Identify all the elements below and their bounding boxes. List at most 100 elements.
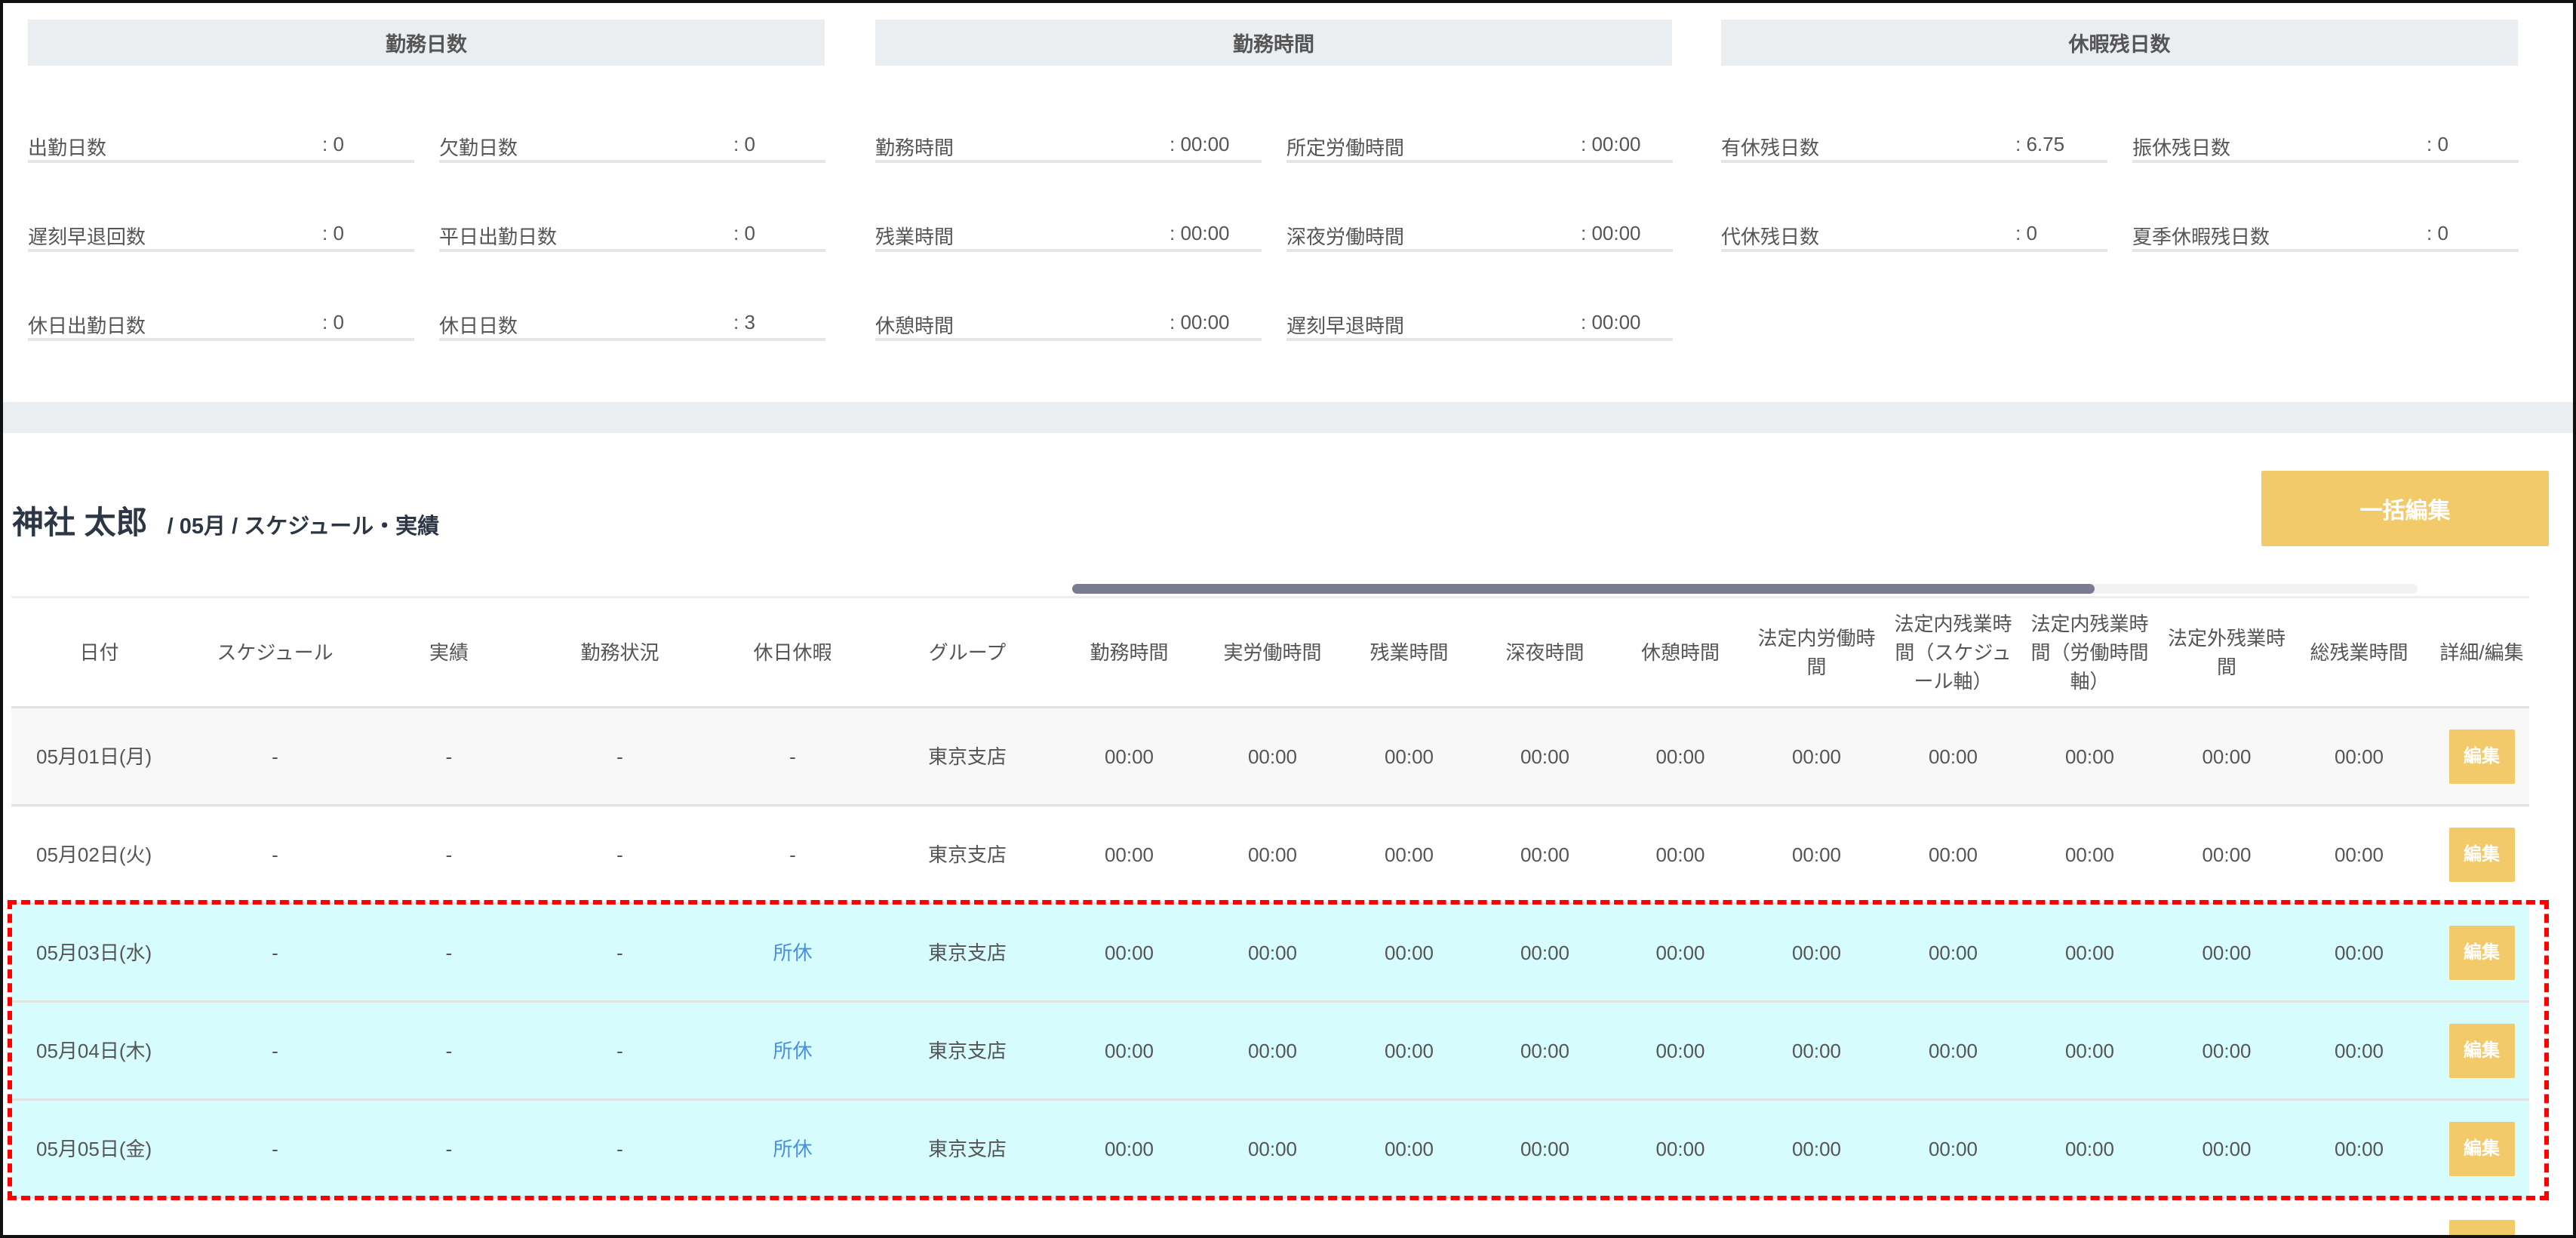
table-cell: 00:00 — [1054, 1233, 1204, 1236]
table-cell: 00:00 — [1204, 1233, 1341, 1236]
table-cell: 00:00 — [1520, 1137, 1570, 1160]
section-divider — [3, 402, 2573, 433]
stat-value: : 0 — [322, 311, 344, 333]
column-header: 残業時間 — [1369, 641, 1449, 664]
column-header: 勤務時間 — [1090, 641, 1169, 664]
summary-stat: 平日出勤日数 : 0 — [439, 222, 825, 252]
table-cell: 00:00 — [1520, 941, 1570, 964]
table-row: 05月05日(金) - - - 所休 東京支店 00:00 00:00 00:00 00:00 00… — [11, 1101, 2529, 1199]
table-cell: 00:00 — [1384, 941, 1434, 964]
summary-stat: 出勤日数: 0 — [28, 133, 414, 163]
edit-button[interactable]: 編集 — [2448, 827, 2515, 882]
stat-value: : 0 — [733, 222, 755, 244]
stat-value: : 0 — [322, 133, 344, 155]
column-header: 総残業時間 — [2310, 641, 2408, 664]
edit-button[interactable]: 編集 — [2448, 1023, 2515, 1078]
bulk-edit-button[interactable]: 一括編集 — [2261, 471, 2549, 546]
stat-label: 代休残日数 — [1721, 226, 1820, 248]
table-cell: - — [445, 745, 453, 768]
table-cell: 編集 — [2423, 1219, 2541, 1235]
table-cell: - — [272, 745, 278, 768]
stat-label: 欠勤日数 — [439, 137, 518, 159]
table-cell: - — [445, 941, 453, 964]
summary-stat: 遅刻早退回数: 0 — [28, 222, 414, 252]
stat-value: : 0 — [2015, 222, 2037, 244]
table-cell: 05月02日(火) — [36, 843, 152, 866]
column-header: 実績 — [429, 641, 469, 664]
stat-value: : 00:00 — [1581, 311, 1641, 333]
table-cell: 00:00 — [1384, 1137, 1434, 1160]
table-cell: 00:00 — [1247, 745, 1298, 768]
table-cell: - — [616, 1039, 623, 1062]
column-header: 法定内残業時間（労働時間軸） — [2030, 612, 2149, 693]
table-cell: 00:00 — [2295, 1233, 2423, 1236]
summary-stat: 遅刻早退時間 : 00:00 — [1286, 311, 1673, 341]
column-header: 日付 — [79, 641, 119, 664]
table-cell: 00:00 — [2158, 1233, 2295, 1236]
table-cell: - — [616, 1137, 623, 1160]
panel-title: 休暇残日数 — [1721, 20, 2518, 66]
schedule-table: 日付 スケジュール 実績 勤務状況 休日休暇 グループ 勤務時間 実労働時間 残業時間 深夜時間 休… — [11, 596, 2529, 1236]
column-header: 法定内残業時間（スケジュール軸） — [1894, 612, 2012, 693]
table-cell: 00:00 — [2202, 941, 2252, 964]
stat-label: 遅刻早退時間 — [1286, 315, 1405, 337]
summary-stat: 振休残日数: 0 — [2132, 133, 2519, 163]
edit-button[interactable]: 編集 — [2448, 1219, 2515, 1235]
table-cell: 00:00 — [2064, 843, 2115, 866]
summary-stat: 欠勤日数 : 0 — [439, 133, 825, 163]
table-cell: 東京支店 — [927, 745, 1007, 768]
table-cell: 05月04日(木) — [36, 1039, 152, 1062]
table-cell: 00:00 — [1104, 745, 1154, 768]
table-cell: - — [789, 745, 796, 768]
table-cell: 東京支店 — [881, 1233, 1054, 1236]
table-cell: - — [789, 843, 796, 866]
table-cell: 00:00 — [1928, 843, 1978, 866]
table-cell: 00:00 — [2064, 1137, 2115, 1160]
table-cell: 編集 — [2423, 925, 2541, 980]
table-cell: - — [272, 1137, 278, 1160]
table-cell: 00:00 — [2202, 1137, 2252, 1160]
table-cell: 00:00 — [1928, 1039, 1978, 1062]
horizontal-scrollbar[interactable] — [1072, 584, 2418, 594]
employee-name: 神社 太郎 — [12, 505, 148, 540]
edit-button[interactable]: 編集 — [2448, 1121, 2515, 1176]
edit-button[interactable]: 編集 — [2448, 729, 2515, 784]
table-header: 日付 スケジュール 実績 勤務状況 休日休暇 グループ 勤務時間 実労働時間 残業時間 深夜時間 休… — [11, 598, 2529, 708]
table-cell: 00:00 — [1928, 1137, 1978, 1160]
table-cell: 00:00 — [1384, 843, 1434, 866]
summary-stat: 勤務時間: 00:00 — [875, 133, 1262, 163]
table-cell: 00:00 — [2202, 1039, 2252, 1062]
table-cell: 東京支店 — [927, 941, 1007, 964]
summary-stat: 代休残日数 : 0 — [1721, 222, 2107, 252]
table-row: 05月06日(土)東京支店00:0000:0000:0000:0000:0000… — [11, 1199, 2529, 1236]
edit-button[interactable]: 編集 — [2448, 925, 2515, 980]
column-header: 休日休暇 — [753, 641, 832, 664]
table-cell: 00:00 — [1477, 1233, 1612, 1236]
column-header: 勤務状況 — [580, 641, 659, 664]
stat-value: : 3 — [733, 311, 755, 333]
stat-label: 夏季休暇残日数 — [2132, 226, 2270, 248]
scrollbar-thumb[interactable] — [1072, 584, 2095, 594]
table-cell: 所休 — [773, 1039, 813, 1062]
column-header: 実労働時間 — [1223, 641, 1322, 664]
stat-value: : 00:00 — [1581, 222, 1641, 244]
table-cell: - — [445, 1039, 453, 1062]
stat-label: 平日出勤日数 — [439, 226, 558, 248]
page-title: 神社 太郎 / 05月 / スケジュール・実績 — [12, 497, 439, 543]
table-cell: 00:00 — [2064, 745, 2115, 768]
column-header: 詳細/編集 — [2439, 641, 2524, 664]
table-cell: 00:00 — [1748, 1233, 1885, 1236]
table-cell: 05月06日(土) — [11, 1233, 187, 1236]
table-cell: 00:00 — [1384, 1039, 1434, 1062]
table-row: 05月04日(木) - - - 所休 東京支店 00:00 00:00 00:00 00:00 00… — [11, 1003, 2529, 1101]
summary-stat: 夏季休暇残日数: 0 — [2132, 222, 2519, 252]
stat-value: : 0 — [733, 133, 755, 155]
table-cell: 00:00 — [1520, 745, 1570, 768]
table-cell: 編集 — [2423, 827, 2541, 882]
column-header: 深夜時間 — [1505, 641, 1585, 664]
stat-value: : 0 — [322, 222, 344, 244]
table-row: 05月01日(月) - - - - 東京支店 00:00 00:00 00:00 00:00 00:… — [11, 708, 2529, 806]
table-cell: 00:00 — [2202, 843, 2252, 866]
summary-panel: 勤務時間 勤務時間: 00:00 所定労働時間: 00:00 残業時間: 00:00 深… — [875, 20, 1673, 341]
